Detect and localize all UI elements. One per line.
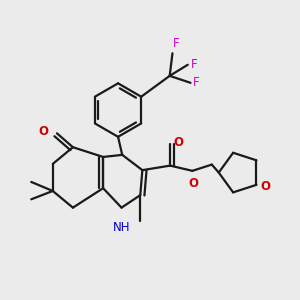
Text: O: O (261, 180, 271, 193)
Text: F: F (190, 58, 197, 70)
Text: F: F (193, 76, 200, 89)
Text: O: O (174, 136, 184, 148)
Text: NH: NH (113, 221, 130, 234)
Text: O: O (188, 177, 198, 190)
Text: O: O (38, 125, 48, 138)
Text: F: F (173, 37, 180, 50)
